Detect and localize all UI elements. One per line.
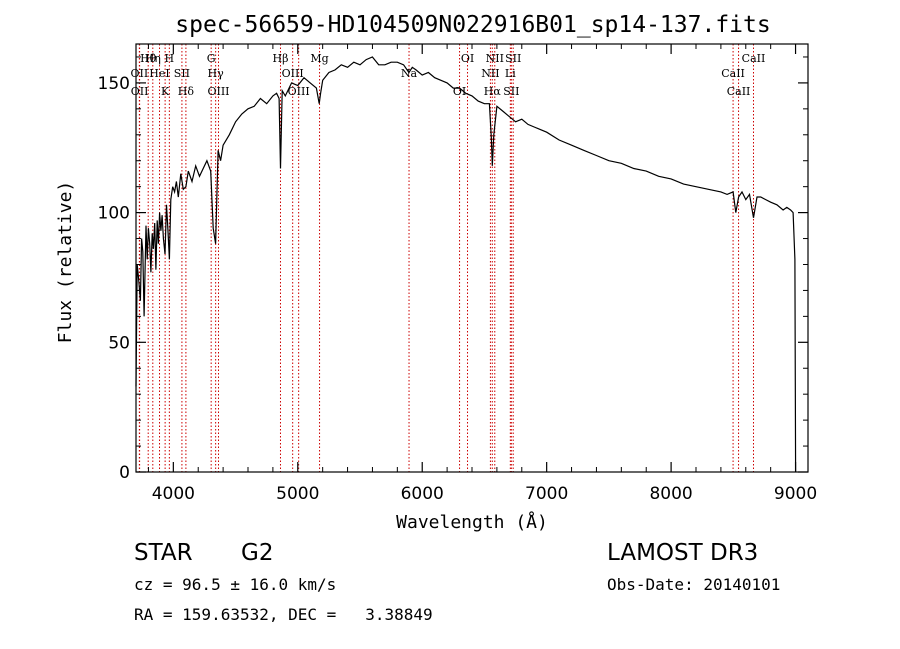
line-marker-label: CaII (742, 52, 766, 65)
x-tick-label: 6000 (401, 484, 444, 504)
x-tick-label: 8000 (649, 484, 692, 504)
coordinates: RA = 159.63532, DEC = 3.38849 (134, 605, 433, 624)
line-marker-label: OII (131, 67, 149, 80)
observation-date: Obs-Date: 20140101 (607, 575, 781, 594)
redshift-value: cz = 96.5 ± 16.0 km/s (134, 575, 337, 594)
y-tick-label: 100 (98, 204, 130, 224)
survey-name: LAMOST DR3 (607, 540, 759, 566)
line-marker-label: Hα (484, 85, 502, 98)
line-marker-label: OII (131, 85, 149, 98)
line-marker-label: Li (505, 67, 516, 80)
line-marker-labels: Hθ OII OII Hη HeI K H SII Hδ G Hγ OIII Hβ OIII OIII Mg N… (131, 52, 766, 98)
line-marker-label: Hδ (178, 85, 195, 98)
y-tick-label: 50 (108, 333, 130, 353)
line-marker-label: SII (503, 85, 519, 98)
line-marker-label: OIII (288, 85, 310, 98)
line-marker-label: H (165, 52, 175, 65)
y-tick-label: 150 (98, 74, 130, 94)
x-axis-ticks: 4000 5000 6000 7000 8000 9000 (147, 44, 817, 504)
line-marker-label: NII (486, 52, 504, 65)
y-tick-label: 0 (119, 463, 130, 483)
y-axis-ticks: 0 50 100 150 (98, 56, 808, 483)
object-class: STAR (134, 540, 193, 566)
line-marker-label: OI (461, 52, 474, 65)
x-tick-label: 9000 (774, 484, 817, 504)
line-marker-label: NII (481, 67, 499, 80)
y-axis-label: Flux (relative) (55, 181, 76, 344)
line-marker-label: SII (174, 67, 190, 80)
line-marker-label: Hβ (273, 52, 289, 65)
line-marker-label: OIII (282, 67, 304, 80)
line-marker-label: Na (401, 67, 418, 80)
x-tick-label: 7000 (525, 484, 568, 504)
object-subclass: G2 (241, 540, 274, 566)
line-marker-label: K (161, 85, 170, 98)
plot-frame (135, 43, 809, 473)
chart-title: spec-56659-HD104509N022916B01_sp14-137.f… (175, 12, 770, 38)
line-marker-label: CaII (721, 67, 745, 80)
line-marker-label: OIII (207, 85, 229, 98)
line-marker-label: Mg (310, 52, 328, 65)
x-tick-label: 4000 (152, 484, 195, 504)
line-marker-label: Hθ (140, 52, 157, 65)
line-marker-label: Hη (145, 52, 161, 65)
line-marker-label: HeI (149, 67, 169, 80)
line-markers (138, 44, 754, 472)
line-marker-label: Hγ (208, 67, 225, 80)
x-axis-label: Wavelength (Å) (396, 511, 548, 533)
line-marker-label: CaII (727, 85, 751, 98)
x-tick-label: 5000 (276, 484, 319, 504)
line-marker-label: SII (505, 52, 521, 65)
line-marker-label: G (207, 52, 216, 65)
spectrum-line (135, 56, 797, 473)
